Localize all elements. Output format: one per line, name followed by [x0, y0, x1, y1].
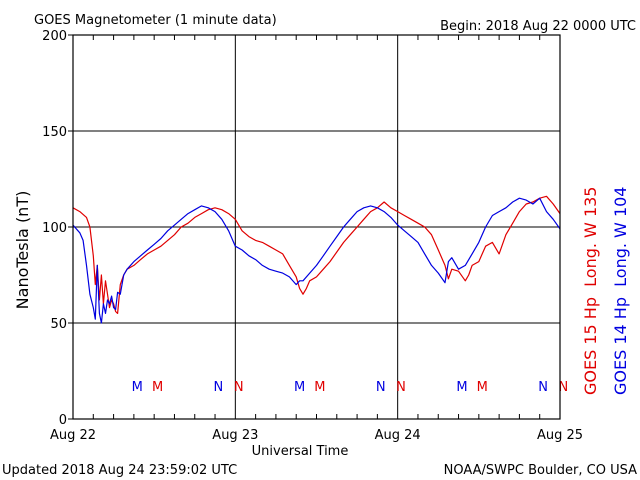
y-tick-label: 150 — [42, 125, 67, 140]
source-credit: NOAA/SWPC Boulder, CO USA — [444, 463, 637, 478]
x-tick-label: Aug 22 — [50, 428, 96, 443]
annotation-n: N — [396, 380, 406, 395]
y-axis-label: NanoTesla (nT) — [13, 191, 32, 310]
series-lines — [72, 195, 561, 324]
legend: GOES 15 Hp Long. W 135 GOES 14 Hp Long. W… — [581, 187, 630, 395]
grid-lines — [73, 35, 560, 419]
y-axis-ticks: 0 50 100 150 200 — [42, 29, 73, 428]
x-tick-label: Aug 25 — [537, 428, 583, 443]
x-axis-ticks: Aug 22 Aug 23 Aug 24 Aug 25 — [50, 35, 583, 443]
x-axis-label: Universal Time — [252, 444, 349, 459]
updated-time: Updated 2018 Aug 24 23:59:02 UTC — [2, 463, 237, 478]
annotation-m: M — [456, 380, 467, 395]
x-tick-label: Aug 23 — [212, 428, 258, 443]
annotation-n: N — [559, 380, 569, 395]
y-tick-label: 100 — [42, 221, 67, 236]
annotation-m: M — [477, 380, 488, 395]
plot-frame — [72, 34, 561, 420]
legend-entry-goes14: GOES 14 Hp Long. W 104 — [611, 187, 630, 395]
annotation-n: N — [538, 380, 548, 395]
annotation-n: N — [376, 380, 386, 395]
annotation-n: N — [234, 380, 244, 395]
annotation-m: M — [314, 380, 325, 395]
begin-time: Begin: 2018 Aug 22 0000 UTC — [440, 19, 636, 34]
legend-entry-goes15: GOES 15 Hp Long. W 135 — [581, 187, 600, 395]
chart-title: GOES Magnetometer (1 minute data) — [34, 13, 277, 28]
series-line-goes14 — [72, 197, 561, 324]
x-tick-label: Aug 24 — [375, 428, 421, 443]
series-line-goes15 — [72, 195, 561, 314]
y-tick-label: 50 — [50, 317, 67, 332]
annotation-m: M — [294, 380, 305, 395]
annotation-n: N — [214, 380, 224, 395]
y-tick-label: 200 — [42, 29, 67, 44]
annotation-m: M — [132, 380, 143, 395]
annotation-m: M — [152, 380, 163, 395]
y-tick-label: 0 — [59, 413, 67, 428]
